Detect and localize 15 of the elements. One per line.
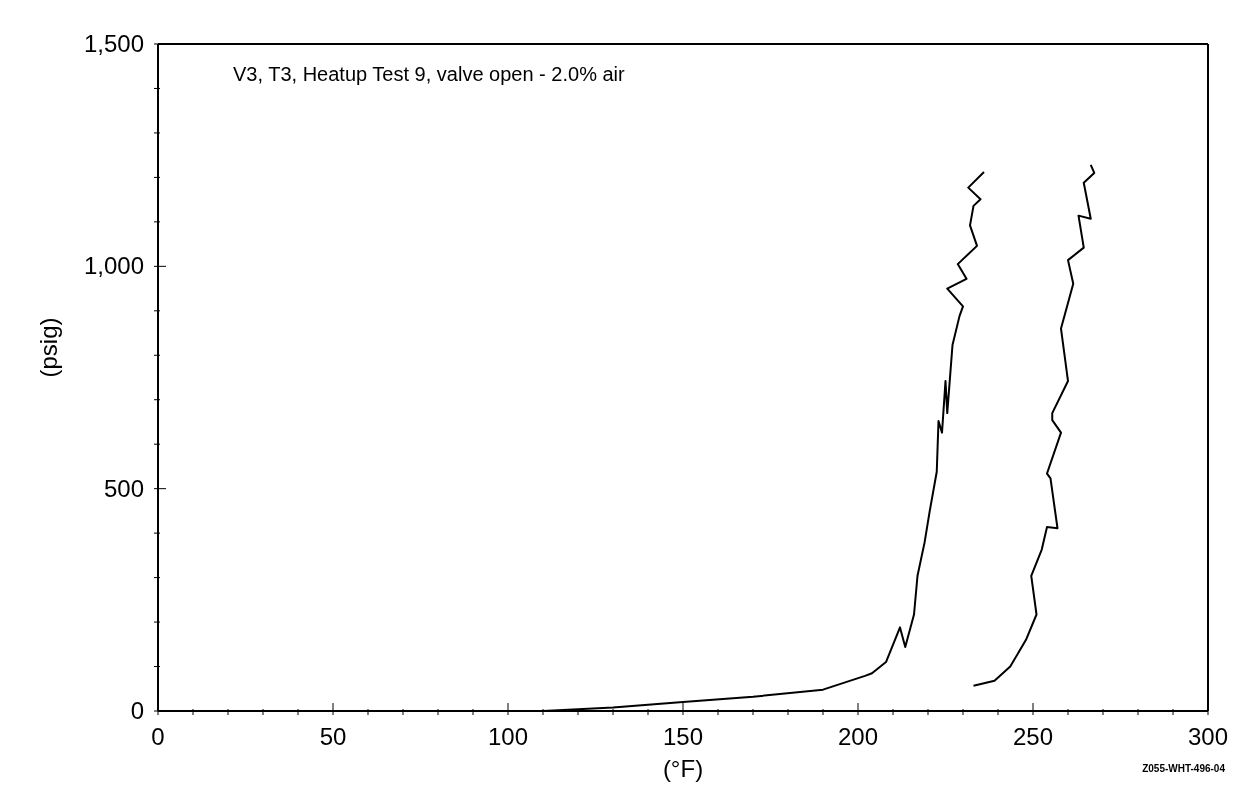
x-tick-label: 150 — [662, 723, 704, 750]
x-axis-title: (°F) — [662, 755, 704, 782]
y-tick-label: 1,000 — [83, 252, 144, 280]
y-tick-label: 500 — [103, 474, 144, 502]
y-tick-label: 0 — [130, 697, 144, 724]
x-tick-label: 250 — [1012, 723, 1054, 750]
x-tick-label: 300 — [1187, 723, 1229, 750]
x-tick-label: 100 — [487, 723, 529, 750]
text: Z055-WHT-496-04 — [1142, 763, 1225, 774]
x-tick-label: 0 — [151, 723, 165, 750]
y-axis-title: (psig) — [34, 317, 62, 378]
y-tick-label: 1,500 — [83, 30, 144, 57]
x-tick-label: 200 — [837, 723, 879, 750]
x-tick-label: 50 — [319, 723, 347, 750]
annotation: V3, T3, Heatup Test 9, valve open - 2.0% air — [233, 63, 625, 86]
